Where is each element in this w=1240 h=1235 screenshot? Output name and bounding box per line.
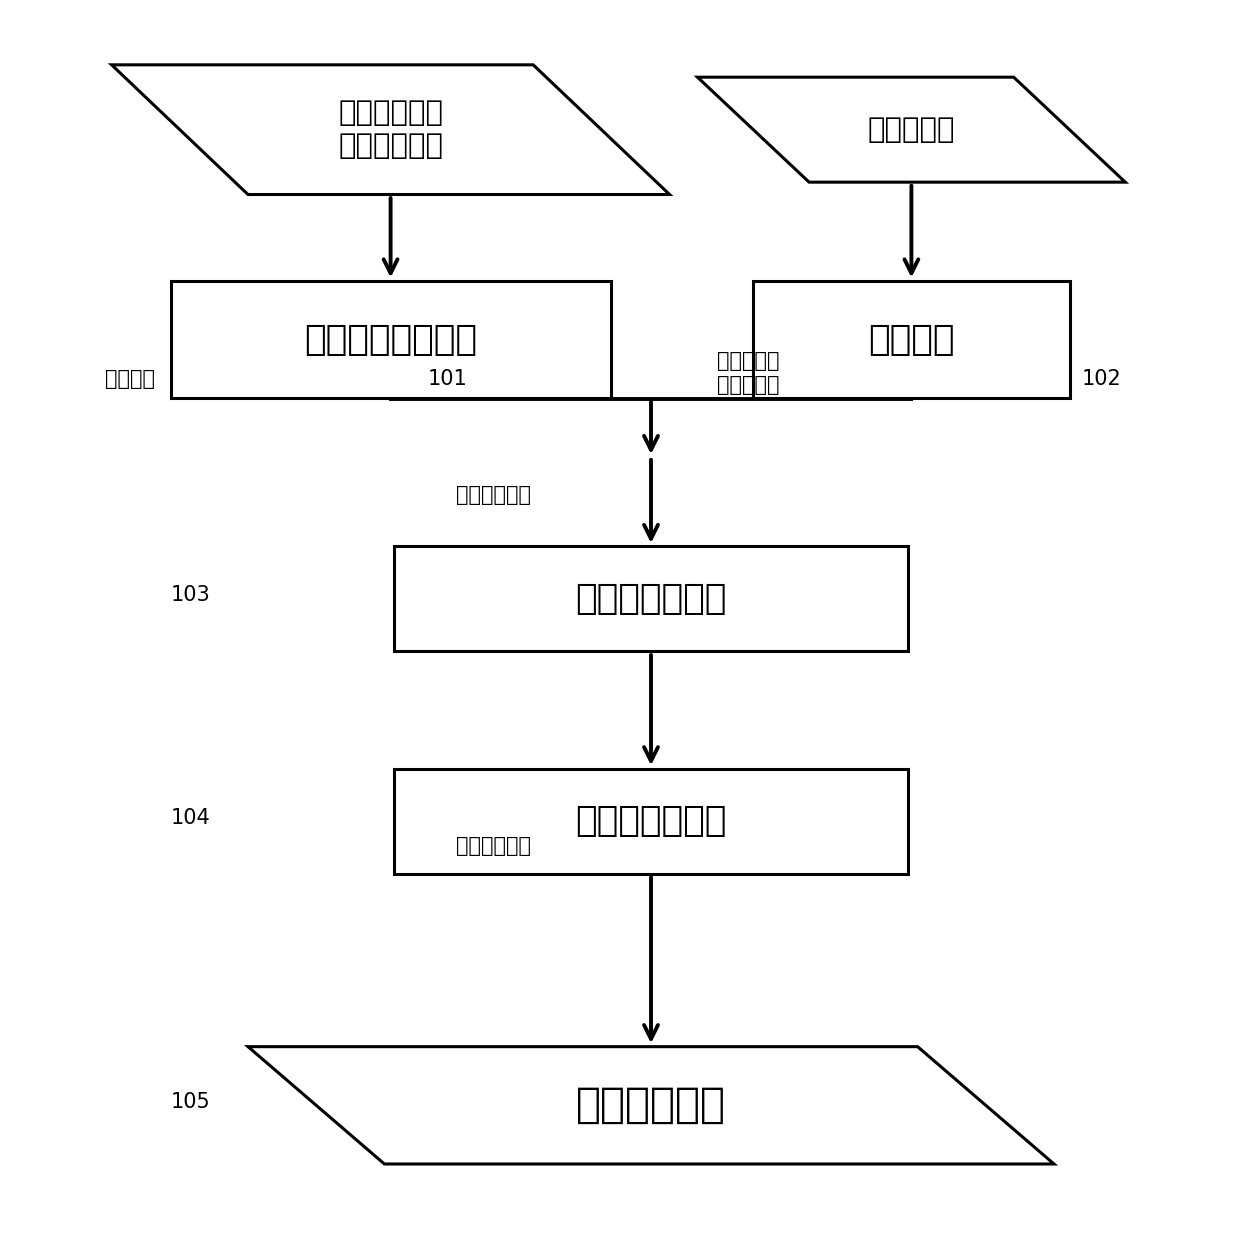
Text: 主用户信号: 主用户信号 (868, 116, 955, 143)
Bar (753, 282, 1069, 398)
Text: 105: 105 (171, 1092, 211, 1112)
Text: 104: 104 (171, 808, 211, 827)
Text: 102: 102 (1081, 369, 1121, 389)
Text: 103: 103 (171, 585, 211, 605)
Text: 能量检测: 能量检测 (868, 322, 955, 357)
Polygon shape (248, 1047, 1054, 1163)
Text: 101: 101 (428, 369, 467, 389)
Polygon shape (697, 77, 1126, 182)
Text: 无人机位置信
息和移动信息: 无人机位置信 息和移动信息 (339, 100, 443, 159)
Text: 最大最小距离分簇: 最大最小距离分簇 (304, 322, 477, 357)
Bar (171, 282, 611, 398)
Text: 分簇信息: 分簇信息 (105, 369, 155, 389)
Polygon shape (112, 65, 670, 195)
Text: 簇内集中式融合: 簇内集中式融合 (575, 582, 727, 616)
Text: 簇内融合信息: 簇内融合信息 (456, 485, 531, 505)
Bar (394, 547, 908, 652)
Text: 全局融合信息: 全局融合信息 (456, 836, 531, 856)
Text: 全局感知决策: 全局感知决策 (577, 1084, 725, 1126)
Text: 簇间分布式融合: 簇间分布式融合 (575, 804, 727, 839)
Bar (394, 768, 908, 874)
Text: 各认知无人
机感知信息: 各认知无人 机感知信息 (717, 352, 779, 394)
